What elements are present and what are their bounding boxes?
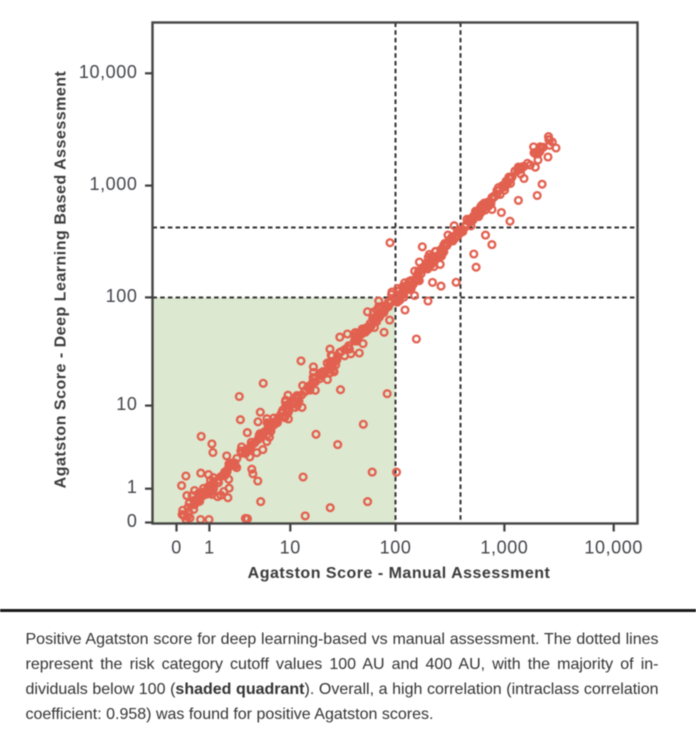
svg-text:1: 1 xyxy=(127,477,138,497)
svg-text:10,000: 10,000 xyxy=(79,62,138,82)
svg-text:Agatston Score - Deep Learning: Agatston Score - Deep Learning Based Ass… xyxy=(53,70,70,488)
svg-text:1,000: 1,000 xyxy=(89,174,137,194)
svg-text:0: 0 xyxy=(171,538,182,558)
svg-text:10,000: 10,000 xyxy=(584,538,643,558)
svg-text:0: 0 xyxy=(127,511,138,531)
svg-text:100: 100 xyxy=(106,286,138,306)
svg-text:1,000: 1,000 xyxy=(480,538,528,558)
svg-text:Agatston Score - Manual Assess: Agatston Score - Manual Assessment xyxy=(248,565,551,582)
svg-text:1: 1 xyxy=(204,538,215,558)
svg-text:100: 100 xyxy=(380,538,412,558)
svg-text:10: 10 xyxy=(116,394,137,414)
svg-text:10: 10 xyxy=(280,538,301,558)
